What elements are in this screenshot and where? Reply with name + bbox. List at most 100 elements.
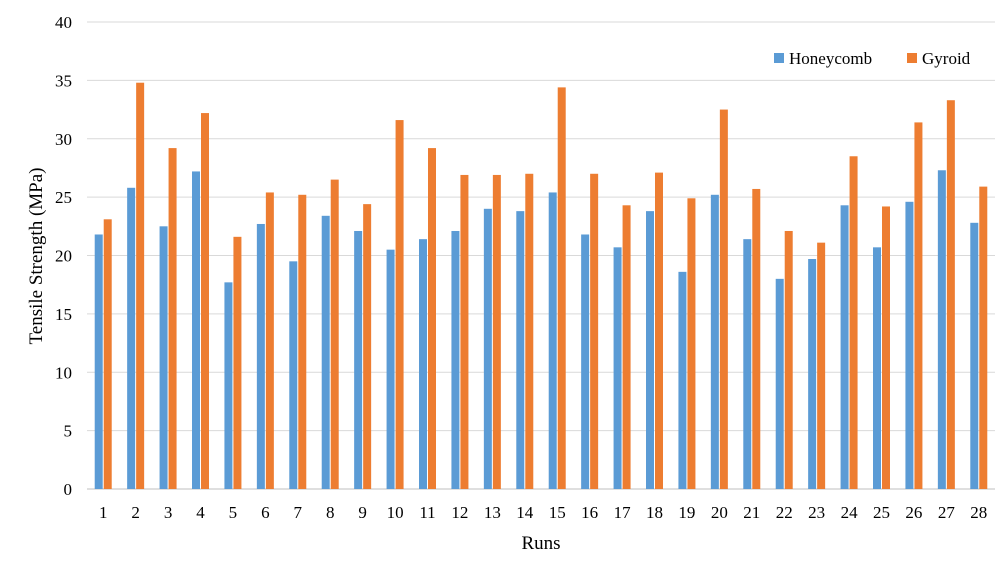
bar-honeycomb-10	[386, 249, 395, 489]
x-tick-labels: 1 2 3 4 5 6 7 8 9 10 11 12 13 14 15 16 17 18 19 20 21 22 23 24 2…	[99, 503, 987, 522]
bar-gyroid-4	[201, 113, 209, 489]
bar-gyroid-1	[103, 219, 112, 489]
legend-swatch-honeycomb	[774, 53, 784, 63]
x-tick-label: 19	[678, 503, 695, 522]
bar-gyroid-16	[590, 173, 599, 489]
bar-honeycomb-18	[646, 211, 654, 489]
bar-gyroid-21	[752, 188, 761, 489]
x-tick-label: 20	[711, 503, 728, 522]
x-tick-label: 1	[99, 503, 108, 522]
x-tick-label: 27	[938, 503, 956, 522]
x-tick-label: 22	[776, 503, 793, 522]
x-tick-label: 2	[131, 503, 140, 522]
bar-gyroid-11	[428, 148, 436, 489]
x-tick-label: 21	[743, 503, 760, 522]
y-tick-label: 15	[55, 305, 72, 324]
bar-honeycomb-4	[192, 171, 200, 489]
bar-gyroid-19	[687, 198, 696, 490]
x-tick-label: 23	[808, 503, 825, 522]
bar-gyroid-9	[363, 204, 372, 489]
bar-honeycomb-21	[743, 239, 752, 489]
legend: Honeycomb Gyroid	[774, 49, 971, 68]
bar-honeycomb-5	[224, 282, 233, 489]
bar-honeycomb-1	[94, 234, 103, 489]
x-tick-label: 9	[358, 503, 367, 522]
bar-gyroid-28	[979, 186, 988, 489]
bar-gyroid-26	[914, 122, 923, 489]
bar-gyroid-20	[719, 109, 728, 489]
legend-label-honeycomb: Honeycomb	[789, 49, 872, 68]
x-tick-label: 17	[614, 503, 632, 522]
bar-honeycomb-28	[970, 222, 979, 489]
bar-honeycomb-2	[127, 187, 136, 489]
gridlines	[87, 21, 995, 490]
bar-gyroid-15	[557, 87, 566, 489]
bar-honeycomb-13	[483, 208, 492, 490]
bar-honeycomb-22	[775, 278, 784, 489]
y-axis-label: Tensile Strength (MPa)	[26, 167, 47, 344]
bar-honeycomb-26	[905, 201, 914, 490]
x-tick-label: 10	[387, 503, 404, 522]
y-tick-label: 40	[55, 13, 72, 32]
bar-gyroid-3	[168, 148, 177, 489]
x-tick-label: 25	[873, 503, 890, 522]
bar-gyroid-8	[330, 179, 339, 490]
x-tick-label: 4	[196, 503, 205, 522]
x-axis-label: Runs	[521, 533, 560, 554]
bar-honeycomb-19	[678, 271, 687, 489]
bar-gyroid-13	[492, 174, 501, 489]
bars	[94, 82, 988, 490]
x-tick-label: 24	[841, 503, 859, 522]
bar-honeycomb-11	[419, 239, 427, 489]
bar-gyroid-7	[298, 194, 307, 490]
legend-swatch-gyroid	[907, 53, 917, 63]
bar-gyroid-25	[882, 206, 890, 489]
x-tick-label: 7	[294, 503, 303, 522]
x-tick-label: 16	[581, 503, 598, 522]
bar-honeycomb-20	[710, 194, 719, 490]
bar-honeycomb-6	[256, 223, 265, 490]
x-tick-label: 15	[549, 503, 566, 522]
y-tick-labels: 0 5 10 15 20 25 30 35 40	[55, 13, 72, 499]
x-tick-label: 3	[164, 503, 173, 522]
bar-honeycomb-17	[613, 247, 622, 489]
bar-gyroid-10	[395, 120, 404, 489]
x-tick-label: 18	[646, 503, 663, 522]
y-tick-label: 5	[64, 422, 73, 441]
x-tick-label: 5	[229, 503, 238, 522]
y-tick-label: 0	[64, 480, 73, 499]
bar-gyroid-24	[849, 156, 858, 489]
bar-honeycomb-25	[873, 247, 881, 489]
bar-gyroid-5	[233, 236, 242, 489]
y-tick-label: 25	[55, 188, 72, 207]
x-tick-label: 12	[451, 503, 468, 522]
bar-gyroid-14	[525, 173, 534, 489]
bar-honeycomb-16	[581, 234, 590, 489]
bar-gyroid-17	[622, 205, 631, 490]
bar-honeycomb-23	[808, 259, 817, 489]
bar-gyroid-23	[817, 242, 826, 489]
bar-honeycomb-3	[159, 226, 168, 489]
bar-honeycomb-12	[451, 230, 460, 490]
bar-honeycomb-14	[516, 211, 525, 489]
bar-honeycomb-9	[354, 230, 363, 490]
bar-honeycomb-7	[289, 261, 298, 489]
x-tick-label: 6	[261, 503, 270, 522]
x-tick-label: 8	[326, 503, 335, 522]
bar-honeycomb-27	[937, 170, 946, 489]
bar-honeycomb-15	[548, 192, 557, 489]
bar-gyroid-2	[136, 82, 145, 490]
x-tick-label: 11	[419, 503, 435, 522]
bar-honeycomb-8	[321, 215, 330, 489]
bar-honeycomb-24	[840, 205, 849, 490]
bar-gyroid-6	[265, 192, 274, 489]
bar-gyroid-18	[655, 172, 663, 490]
x-tick-label: 28	[970, 503, 987, 522]
bar-gyroid-27	[946, 100, 955, 489]
legend-label-gyroid: Gyroid	[922, 49, 971, 68]
y-tick-label: 35	[55, 71, 72, 90]
x-tick-label: 13	[484, 503, 501, 522]
bar-gyroid-12	[460, 174, 469, 489]
bar-gyroid-22	[784, 230, 793, 490]
y-tick-label: 30	[55, 130, 72, 149]
